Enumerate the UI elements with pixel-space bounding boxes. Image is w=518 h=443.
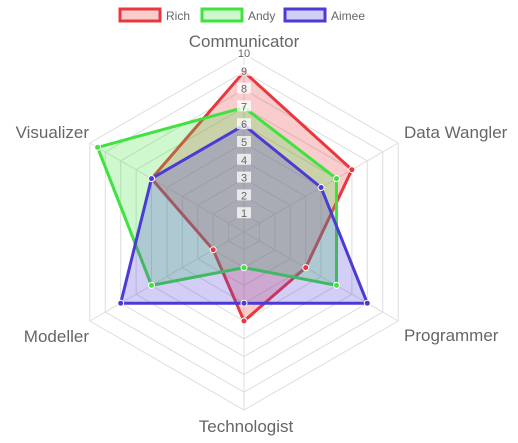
point-rich-programmer[interactable] xyxy=(302,264,310,272)
point-rich-technologist[interactable] xyxy=(240,317,248,325)
point-andy-programmer[interactable] xyxy=(333,281,340,289)
tick-label-6: 6 xyxy=(241,119,247,131)
radial-tick-labels: 1 2 3 4 5 6 7 8 9 10 xyxy=(237,47,251,220)
tick-label-7: 7 xyxy=(241,101,247,113)
point-andy-data-wangler[interactable] xyxy=(333,175,340,183)
spoke-4 xyxy=(89,231,245,322)
tick-label-9: 9 xyxy=(241,66,247,78)
tick-backdrop-5 xyxy=(237,136,251,147)
tick-backdrop-6 xyxy=(237,118,251,130)
tick-label-10: 10 xyxy=(238,48,250,60)
legend-swatch-rich[interactable] xyxy=(118,7,162,23)
axis-labels: Communicator Data Wangler Programmer Techno… xyxy=(16,32,508,436)
legend-swatch-aimee[interactable] xyxy=(283,7,327,23)
axis-label-visualizer: Visualizer xyxy=(16,123,90,142)
point-andy-technologist[interactable] xyxy=(240,264,248,272)
tick-backdrop-9 xyxy=(237,64,251,76)
point-aimee-data-wangler[interactable] xyxy=(317,184,325,191)
tick-backdrop-4 xyxy=(237,153,251,165)
tick-label-3: 3 xyxy=(241,173,247,185)
point-andy-modeller[interactable] xyxy=(148,281,155,289)
spoke-2 xyxy=(243,231,399,322)
tick-backdrop-7 xyxy=(237,100,251,112)
legend[interactable]: Rich Andy Aimee xyxy=(118,7,365,23)
tick-label-2: 2 xyxy=(241,190,247,202)
legend-item-aimee[interactable]: Aimee xyxy=(283,7,365,23)
tick-backdrop-8 xyxy=(237,82,251,94)
legend-item-rich[interactable]: Rich xyxy=(118,7,190,23)
tick-backdrop-3 xyxy=(237,171,251,183)
point-aimee-technologist[interactable] xyxy=(240,299,248,307)
tick-label-1: 1 xyxy=(241,208,247,220)
axis-label-technologist: Technologist xyxy=(199,417,294,436)
axis-label-programmer: Programmer xyxy=(404,326,499,345)
axis-label-communicator: Communicator xyxy=(189,32,300,51)
tick-label-4: 4 xyxy=(241,155,247,167)
tick-label-5: 5 xyxy=(241,137,247,149)
tick-backdrop-2 xyxy=(237,189,251,201)
axis-label-data-wangler: Data Wangler xyxy=(404,123,508,142)
series-points-andy xyxy=(94,103,340,289)
legend-swatch-andy[interactable] xyxy=(200,7,244,23)
legend-item-andy[interactable]: Andy xyxy=(200,7,275,23)
legend-label-rich[interactable]: Rich xyxy=(166,9,190,23)
point-aimee-modeller[interactable] xyxy=(117,299,125,307)
point-rich-modeller[interactable] xyxy=(209,246,217,254)
point-andy-visualizer[interactable] xyxy=(94,143,102,151)
point-rich-data-wangler[interactable] xyxy=(348,166,356,174)
point-aimee-programmer[interactable] xyxy=(363,299,371,307)
radar-series-layer xyxy=(94,68,371,325)
legend-label-andy[interactable]: Andy xyxy=(248,9,275,23)
spoke-5 xyxy=(89,142,245,233)
legend-label-aimee[interactable]: Aimee xyxy=(331,9,365,23)
tick-label-8: 8 xyxy=(241,84,247,96)
axis-label-modeller: Modeller xyxy=(24,327,90,346)
point-aimee-visualizer[interactable] xyxy=(148,175,155,183)
tick-backdrop-1 xyxy=(237,207,251,219)
tick-backdrop-10 xyxy=(237,47,251,58)
